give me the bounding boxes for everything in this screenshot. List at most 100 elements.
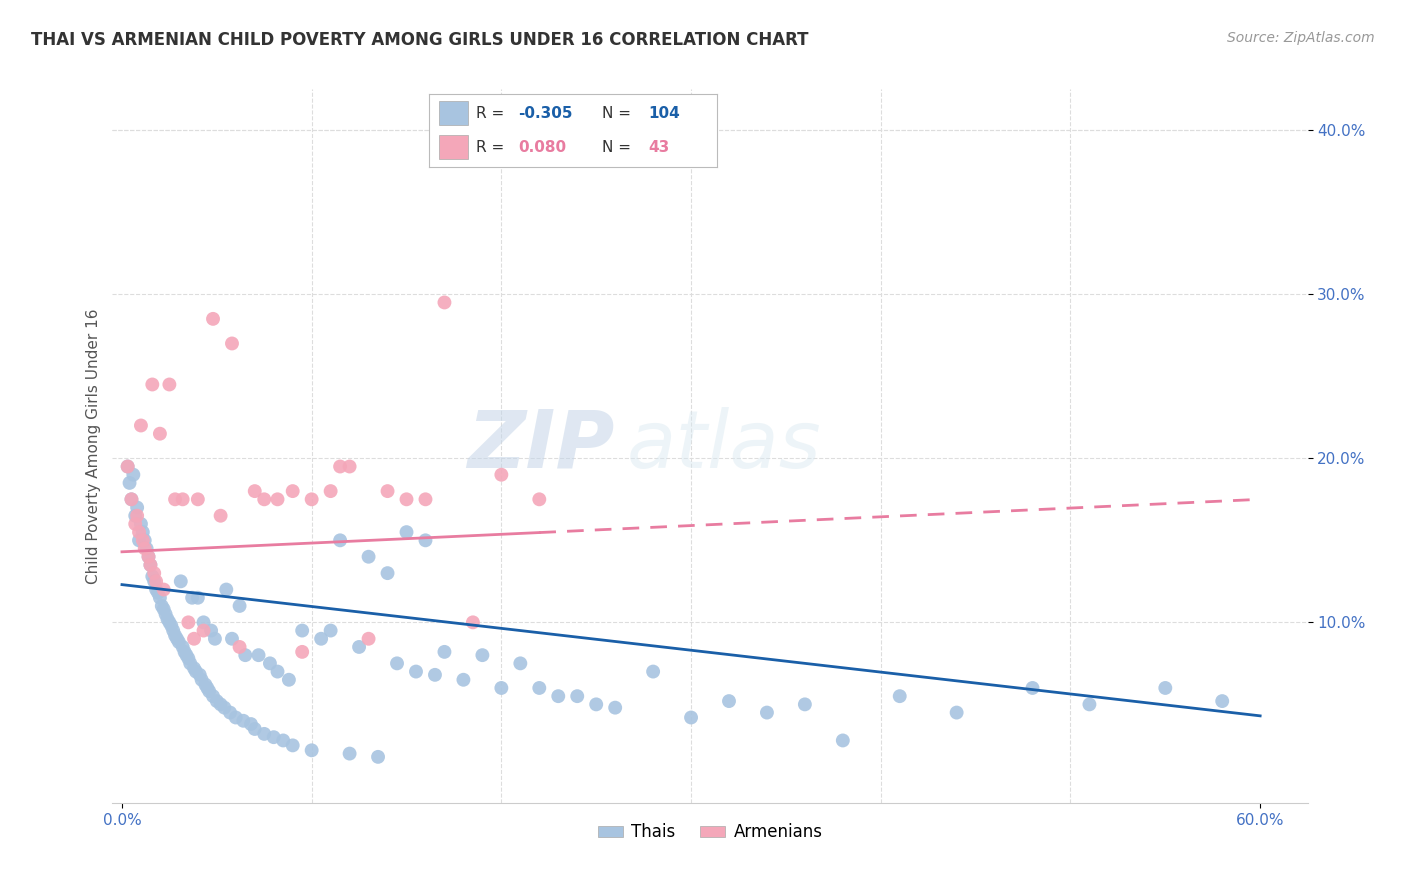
Point <box>471 648 494 662</box>
FancyBboxPatch shape <box>439 101 468 125</box>
Point <box>509 657 531 671</box>
Point <box>395 525 418 540</box>
Point <box>329 459 352 474</box>
Point <box>755 706 778 720</box>
Point <box>149 591 172 605</box>
Point <box>200 624 222 638</box>
Point <box>377 566 399 581</box>
Point <box>1078 698 1101 712</box>
Text: 0.080: 0.080 <box>519 139 567 154</box>
Point <box>357 632 380 646</box>
Point <box>209 508 232 523</box>
Point <box>145 582 167 597</box>
Point <box>128 533 150 548</box>
Point <box>243 722 266 736</box>
Point <box>263 730 285 744</box>
Point <box>204 632 226 646</box>
Point <box>271 733 294 747</box>
Point <box>291 645 314 659</box>
Text: R =: R = <box>477 106 509 121</box>
Point <box>139 558 162 572</box>
Point <box>150 599 173 613</box>
Point <box>209 698 232 712</box>
Point <box>405 665 427 679</box>
Point <box>117 459 139 474</box>
Point <box>141 569 163 583</box>
Text: N =: N = <box>602 139 641 154</box>
Point <box>134 533 156 548</box>
Point <box>170 574 193 589</box>
Point <box>221 632 243 646</box>
Point <box>1021 681 1043 695</box>
Point <box>831 733 853 747</box>
Y-axis label: Child Poverty Among Girls Under 16: Child Poverty Among Girls Under 16 <box>86 309 101 583</box>
Point <box>214 700 236 714</box>
Point <box>124 508 146 523</box>
Point <box>491 681 513 695</box>
Point <box>157 377 180 392</box>
Point <box>205 694 228 708</box>
Point <box>194 678 217 692</box>
Point <box>157 615 180 630</box>
Point <box>120 492 142 507</box>
Point <box>183 661 205 675</box>
Point <box>339 459 361 474</box>
Point <box>127 508 149 523</box>
Point <box>266 492 288 507</box>
Point <box>301 743 323 757</box>
Point <box>717 694 740 708</box>
Point <box>155 607 177 622</box>
Point <box>228 640 250 654</box>
Point <box>377 484 399 499</box>
Point <box>385 657 408 671</box>
Point <box>319 624 342 638</box>
Point <box>139 558 162 572</box>
Point <box>605 700 627 714</box>
Point <box>122 467 145 482</box>
Point <box>291 624 314 638</box>
Point <box>547 689 569 703</box>
Text: -0.305: -0.305 <box>519 106 572 121</box>
Point <box>793 698 815 712</box>
Point <box>433 295 456 310</box>
Point <box>166 632 188 646</box>
Point <box>253 492 276 507</box>
Point <box>239 717 262 731</box>
Point <box>491 467 513 482</box>
Point <box>889 689 911 703</box>
Point <box>247 648 270 662</box>
Point <box>415 492 437 507</box>
Point <box>339 747 361 761</box>
Point <box>453 673 475 687</box>
Text: atlas: atlas <box>627 407 821 485</box>
Point <box>357 549 380 564</box>
Point <box>367 750 389 764</box>
Point <box>129 516 152 531</box>
Text: N =: N = <box>602 106 636 121</box>
Point <box>134 541 156 556</box>
Point <box>143 574 166 589</box>
Point <box>190 673 212 687</box>
Point <box>329 533 352 548</box>
Point <box>228 599 250 613</box>
Point <box>461 615 484 630</box>
Point <box>202 689 225 703</box>
Point <box>423 668 446 682</box>
Point <box>253 727 276 741</box>
Point <box>219 706 242 720</box>
Point <box>195 681 218 695</box>
Point <box>152 602 174 616</box>
Point <box>529 681 551 695</box>
Legend: Thais, Armenians: Thais, Armenians <box>591 817 830 848</box>
Point <box>281 739 304 753</box>
Point <box>177 615 200 630</box>
Point <box>681 710 703 724</box>
Point <box>281 484 304 499</box>
Point <box>309 632 332 646</box>
Point <box>177 651 200 665</box>
Point <box>347 640 370 654</box>
Point <box>132 525 155 540</box>
Point <box>162 624 184 638</box>
Point <box>187 492 209 507</box>
Point <box>193 615 215 630</box>
